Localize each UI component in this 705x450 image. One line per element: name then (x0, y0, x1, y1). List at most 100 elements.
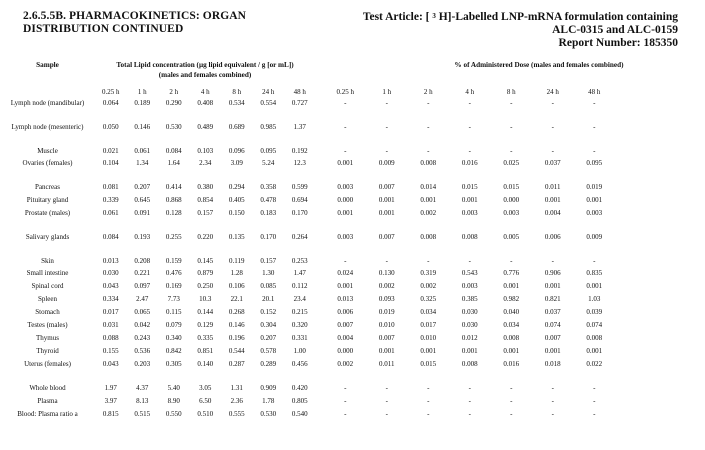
organ-distribution-table: 0.25 h 1 h 2 h 4 h 8 h 24 h 48 h 0.25 h 1 h 2 h 4 … (0, 86, 615, 433)
concentration-value: 0.095 (260, 147, 277, 155)
column-gap (316, 232, 325, 256)
dose-percent-value: 0.040 (503, 308, 520, 316)
dose-percent-value: - (593, 384, 596, 392)
dose-percent-value: 0.001 (378, 209, 395, 217)
concentration-value: 0.243 (134, 334, 151, 342)
sample-column-header: Sample (36, 61, 59, 69)
concentration-value: 1.31 (230, 384, 243, 392)
dose-percent-value: 0.007 (378, 334, 395, 342)
table-row: Prostate (males) 0.061 0.091 0.128 0.157 0.15… (0, 208, 615, 232)
dose-percent-value: - (510, 123, 513, 131)
concentration-value: 22.1 (230, 295, 243, 303)
column-gap (316, 409, 325, 433)
timepoint-header-dose: 48 h (588, 88, 601, 96)
timepoint-header-conc: 48 h (293, 88, 306, 96)
concentration-value: 0.268 (228, 308, 245, 316)
dose-percent-value: 0.385 (461, 295, 478, 303)
dose-percent-value: 0.015 (461, 183, 478, 191)
dose-percent-value: 0.001 (586, 347, 603, 355)
timepoint-header-dose: 1 h (382, 88, 392, 96)
concentration-value: 1.78 (262, 397, 275, 405)
dose-percent-value: - (593, 147, 596, 155)
concentration-value: 0.264 (291, 233, 308, 241)
concentration-value: 0.250 (197, 282, 214, 290)
concentration-value: 0.380 (197, 183, 214, 191)
table-row: Muscle 0.021 0.061 0.084 0.103 0.096 0.095 0.19… (0, 146, 615, 158)
concentration-value: 0.031 (102, 321, 119, 329)
dose-percent-value: - (510, 410, 513, 418)
dose-percent-value: - (468, 257, 471, 265)
dose-percent-value: - (510, 397, 513, 405)
dose-percent-header: % of Administered Dose (males and female… (454, 61, 624, 69)
dose-percent-value: 0.001 (544, 282, 561, 290)
dose-percent-value: 0.018 (544, 360, 561, 368)
concentration-value: 0.146 (228, 321, 245, 329)
dose-percent-value: - (551, 397, 554, 405)
concentration-value: 0.339 (102, 196, 119, 204)
dose-percent-value: 0.003 (461, 282, 478, 290)
column-gap (316, 359, 325, 383)
sample-name: Skin (41, 257, 54, 265)
concentration-value: 0.290 (165, 99, 182, 107)
isotope-superscript: 3 (432, 12, 436, 20)
dose-percent-value: 0.001 (420, 347, 437, 355)
dose-percent-value: - (551, 123, 554, 131)
dose-percent-value: 0.030 (461, 308, 478, 316)
dose-percent-value: - (344, 410, 347, 418)
dose-percent-value: - (593, 123, 596, 131)
concentration-value: 0.842 (165, 347, 182, 355)
concentration-value: 0.727 (291, 99, 308, 107)
concentration-value: 0.287 (228, 360, 245, 368)
timepoint-header-row: 0.25 h 1 h 2 h 4 h 8 h 24 h 48 h 0.25 h 1 h 2 h 4 … (0, 86, 615, 98)
dose-percent-value: 0.906 (544, 269, 561, 277)
table-row: Spinal cord 0.043 0.097 0.169 0.250 0.106 0.08… (0, 281, 615, 294)
dose-percent-value: - (427, 397, 430, 405)
dose-percent-value: - (385, 384, 388, 392)
dose-percent-value: 0.019 (378, 308, 395, 316)
concentration-value: 0.146 (134, 123, 151, 131)
test-article-line1: Test Article: [ 3 H]-Labelled LNP-mRNA f… (363, 10, 678, 24)
concentration-value: 0.851 (197, 347, 214, 355)
dose-percent-value: 0.000 (337, 196, 354, 204)
dose-percent-value: - (385, 397, 388, 405)
timepoint-header-dose: 24 h (546, 88, 559, 96)
dose-percent-value: 0.835 (586, 269, 603, 277)
concentration-value: 7.73 (167, 295, 180, 303)
dose-percent-value: 0.093 (378, 295, 395, 303)
concentration-value: 0.043 (102, 282, 119, 290)
concentration-value: 0.805 (291, 397, 308, 405)
dose-percent-value: 0.010 (378, 321, 395, 329)
dose-percent-value: 0.543 (461, 269, 478, 277)
dose-percent-value: 0.007 (337, 321, 354, 329)
dose-percent-value: - (385, 147, 388, 155)
concentration-value: 0.030 (102, 269, 119, 277)
sample-name: Blood: Plasma ratio a (17, 410, 78, 418)
dose-percent-value: - (385, 410, 388, 418)
concentration-value: 0.203 (134, 360, 151, 368)
concentration-value: 0.050 (102, 123, 119, 131)
concentration-value: 0.456 (291, 360, 308, 368)
dose-percent-value: 0.019 (586, 183, 603, 191)
timepoint-header-conc: 1 h (137, 88, 147, 96)
table-row: Lymph node (mandibular) 0.064 0.189 0.290 0.… (0, 98, 615, 122)
concentration-value: 0.106 (228, 282, 245, 290)
concentration-value: 0.157 (260, 257, 277, 265)
concentration-value: 0.091 (134, 209, 151, 217)
sample-name: Prostate (males) (24, 209, 71, 217)
concentration-value: 0.129 (197, 321, 214, 329)
concentration-value: 3.09 (230, 159, 243, 167)
concentration-value: 10.3 (199, 295, 212, 303)
dose-percent-value: 0.776 (503, 269, 520, 277)
concentration-value: 0.408 (197, 99, 214, 107)
dose-percent-value: 0.025 (503, 159, 520, 167)
concentration-value: 0.013 (102, 257, 119, 265)
concentration-value: 8.13 (136, 397, 149, 405)
dose-percent-value: - (468, 147, 471, 155)
dose-percent-value: 0.007 (544, 334, 561, 342)
dose-percent-value: - (385, 99, 388, 107)
sample-name: Testes (males) (27, 321, 68, 329)
concentration-value: 0.304 (260, 321, 277, 329)
concentration-value: 0.128 (165, 209, 182, 217)
sample-name: Whole blood (29, 384, 66, 392)
concentration-value: 0.220 (197, 233, 214, 241)
